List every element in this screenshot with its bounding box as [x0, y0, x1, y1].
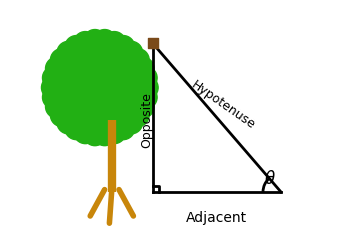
Circle shape — [135, 76, 158, 99]
Circle shape — [131, 57, 154, 80]
Circle shape — [62, 50, 137, 125]
Circle shape — [120, 41, 143, 64]
Circle shape — [65, 117, 88, 140]
Text: Opposite: Opposite — [140, 92, 153, 148]
Circle shape — [131, 95, 154, 118]
Circle shape — [46, 57, 69, 80]
Circle shape — [134, 86, 157, 109]
Circle shape — [42, 76, 64, 99]
Circle shape — [43, 86, 65, 109]
Circle shape — [57, 41, 80, 64]
Circle shape — [46, 95, 69, 118]
Circle shape — [51, 104, 73, 127]
Circle shape — [126, 48, 149, 72]
Circle shape — [74, 32, 97, 55]
Circle shape — [43, 66, 65, 89]
Text: Hypotenuse: Hypotenuse — [189, 79, 258, 132]
Circle shape — [74, 120, 97, 144]
Circle shape — [112, 117, 135, 140]
Circle shape — [83, 30, 107, 53]
Text: Adjacent: Adjacent — [186, 211, 247, 225]
Circle shape — [103, 120, 126, 144]
Text: θ: θ — [265, 170, 275, 188]
Circle shape — [120, 111, 143, 134]
Point — [150, 41, 155, 45]
Circle shape — [103, 32, 126, 55]
Circle shape — [93, 123, 116, 146]
Circle shape — [112, 36, 135, 59]
Circle shape — [93, 30, 116, 53]
Circle shape — [65, 36, 88, 59]
Circle shape — [83, 123, 107, 146]
Circle shape — [57, 111, 80, 134]
Circle shape — [126, 104, 149, 127]
Circle shape — [51, 48, 73, 72]
Circle shape — [134, 66, 157, 89]
